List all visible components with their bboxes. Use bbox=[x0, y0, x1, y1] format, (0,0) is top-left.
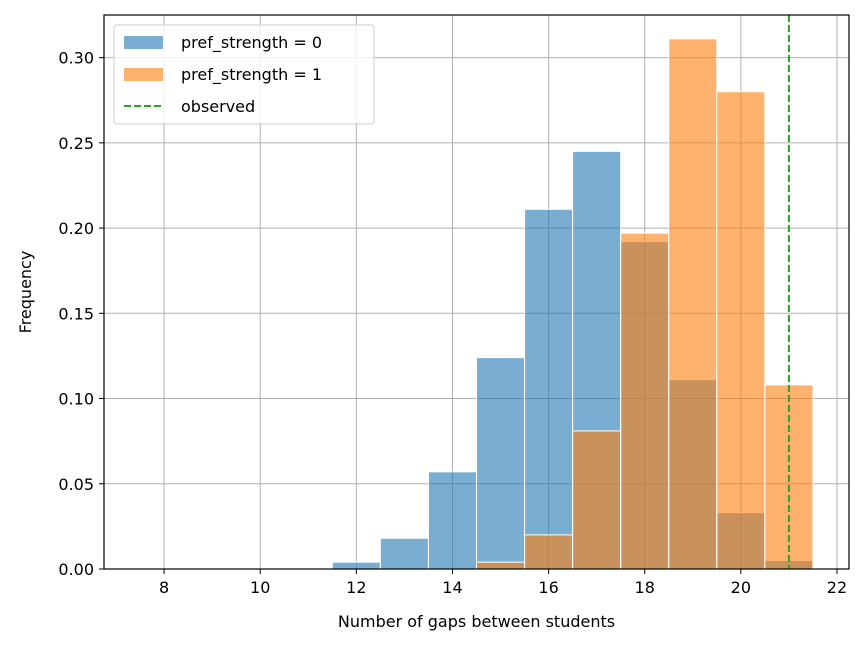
bar-series-0-bin-0 bbox=[331, 561, 381, 570]
y-tick-label-0: 0.00 bbox=[58, 560, 94, 579]
legend-box bbox=[113, 24, 375, 125]
y-tick-label-2: 0.10 bbox=[58, 390, 94, 409]
y-tick-label-3: 0.15 bbox=[58, 304, 94, 323]
legend-label-pref-strength-1: pref_strength = 1 bbox=[181, 65, 322, 85]
bar-series-0-bin-4 bbox=[524, 208, 574, 570]
bar-series-1-bin-3 bbox=[620, 232, 670, 570]
x-tick-label-14: 14 bbox=[442, 578, 462, 597]
bar-series-0-bin-3 bbox=[476, 357, 526, 570]
plot-frame bbox=[103, 14, 850, 570]
bars bbox=[331, 38, 814, 570]
x-axis-label: Number of gaps between students bbox=[338, 612, 615, 631]
x-tick-label-22: 22 bbox=[827, 578, 847, 597]
legend-swatch-pref-strength-1 bbox=[124, 68, 163, 81]
x-tick-label-16: 16 bbox=[538, 578, 558, 597]
y-tick-label-4: 0.20 bbox=[58, 219, 94, 238]
bar-series-0-bin-2 bbox=[427, 471, 478, 570]
x-tick-label-20: 20 bbox=[731, 578, 751, 597]
bar-series-1-bin-0 bbox=[476, 561, 526, 570]
x-tick-label-12: 12 bbox=[346, 578, 366, 597]
y-axis-ticks: 0.00 0.05 0.10 0.15 0.20 0.25 0.30 bbox=[58, 49, 104, 579]
y-axis-label: Frequency bbox=[16, 251, 35, 334]
bar-series-1-bin-2 bbox=[572, 430, 622, 570]
y-tick-label-6: 0.30 bbox=[58, 49, 94, 68]
x-tick-label-8: 8 bbox=[159, 578, 169, 597]
legend-swatch-pref-strength-0 bbox=[124, 36, 163, 49]
legend-label-observed: observed bbox=[181, 97, 255, 116]
bar-series-1-bin-1 bbox=[524, 534, 574, 570]
x-tick-label-10: 10 bbox=[250, 578, 270, 597]
bar-series-1-bin-5 bbox=[716, 91, 766, 570]
x-tick-label-18: 18 bbox=[635, 578, 655, 597]
legend-label-pref-strength-0: pref_strength = 0 bbox=[181, 33, 322, 53]
bar-series-1-bin-4 bbox=[668, 38, 718, 570]
legend: pref_strength = 0 pref_strength = 1 obse… bbox=[113, 24, 375, 125]
bar-series-0-bin-1 bbox=[379, 537, 429, 570]
y-tick-label-1: 0.05 bbox=[58, 475, 94, 494]
x-axis-ticks: 8 10 12 14 16 18 20 22 bbox=[159, 569, 847, 597]
y-tick-label-5: 0.25 bbox=[58, 134, 94, 153]
